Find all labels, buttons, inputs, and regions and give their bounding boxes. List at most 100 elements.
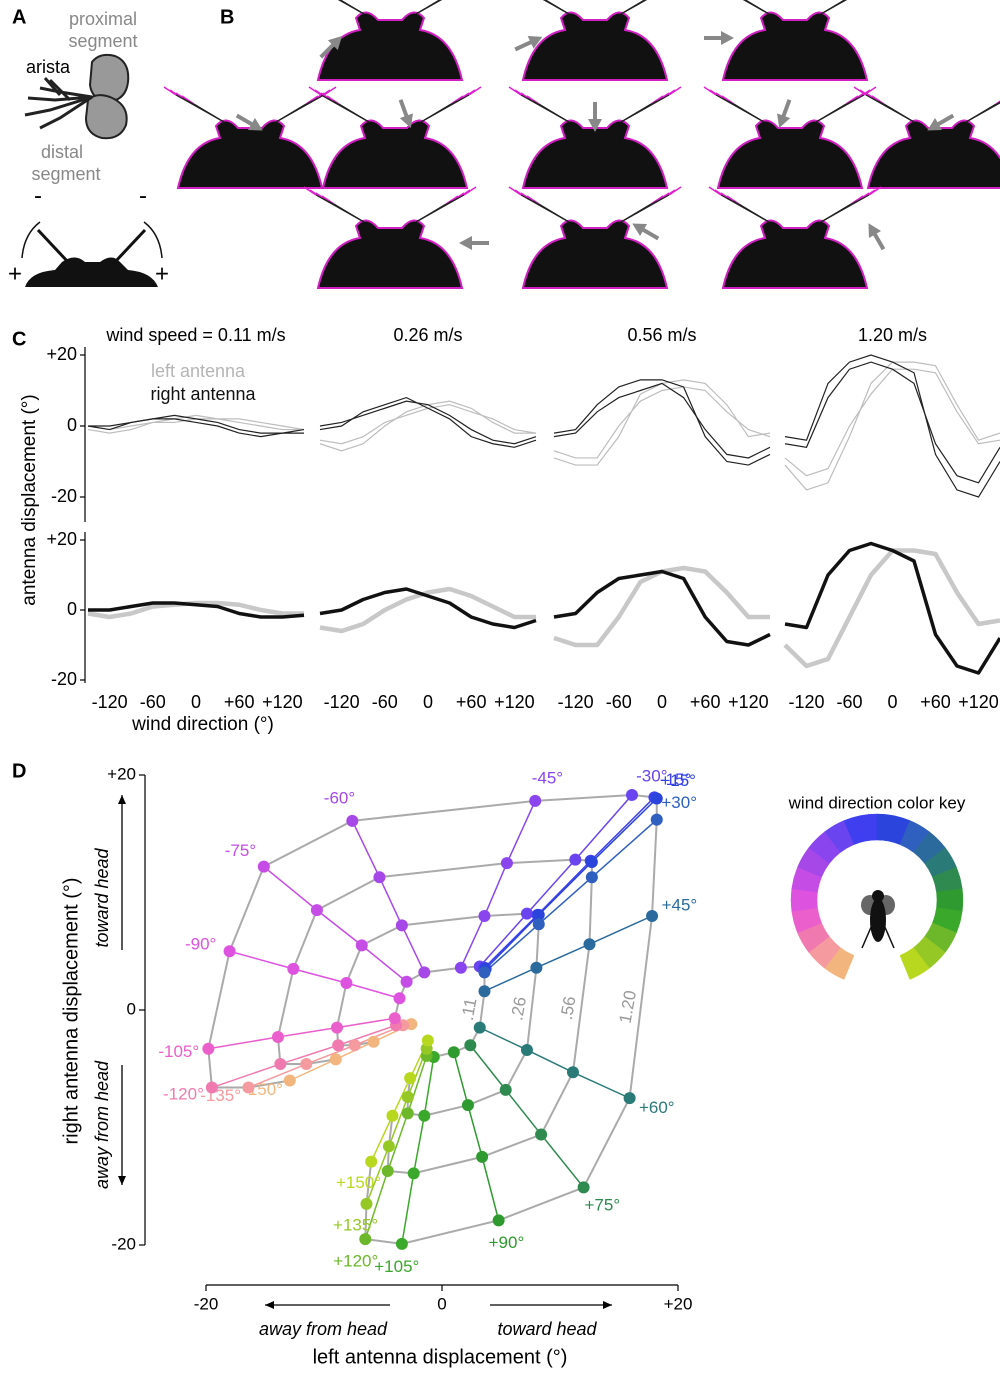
trace-line <box>319 404 537 445</box>
arista <box>420 94 470 123</box>
x-tick-label: -60 <box>372 692 398 712</box>
photo <box>163 86 337 189</box>
y-tick-label: 0 <box>127 999 136 1018</box>
x-tick-label: -120 <box>788 692 824 712</box>
annotation: proximal <box>69 9 137 29</box>
arista <box>620 0 647 15</box>
arista <box>715 94 765 123</box>
arista <box>338 0 365 15</box>
mean-line <box>88 601 305 619</box>
sign-label: + <box>8 260 22 287</box>
y-tick-label: +20 <box>46 344 77 364</box>
direction-label: +105° <box>374 1257 419 1276</box>
photo <box>508 86 682 189</box>
wind-arrowhead <box>247 117 263 131</box>
data-point <box>418 1109 431 1122</box>
wind-arrowhead <box>632 223 648 237</box>
legend: left antenna right antenna <box>150 361 256 404</box>
x-tick-label: +20 <box>664 1294 693 1313</box>
mean-line <box>553 565 770 648</box>
direction-label: +135° <box>333 1216 378 1235</box>
head <box>721 219 869 289</box>
data-point <box>476 1150 489 1163</box>
arista-tip <box>163 86 177 96</box>
direction-label: -75° <box>225 841 256 860</box>
head <box>716 119 864 189</box>
sign-label: + <box>155 260 169 287</box>
data-point <box>242 1081 255 1094</box>
head <box>521 219 669 289</box>
data-point <box>381 1164 394 1177</box>
data-point <box>529 794 542 807</box>
antenna-diagram <box>24 53 130 140</box>
wind-arrow <box>398 99 410 120</box>
wind-arrowhead <box>399 113 413 128</box>
data-point <box>535 1128 548 1141</box>
trace-line <box>87 418 305 438</box>
data-point <box>283 1074 296 1087</box>
data-point <box>346 814 359 827</box>
data-point <box>400 975 413 988</box>
data-point <box>329 1053 342 1066</box>
data-point <box>365 1155 378 1168</box>
x-axis-label: wind direction (°) <box>131 714 274 735</box>
chart-title: wind speed = 0.11 m/s <box>105 325 285 345</box>
data-point <box>348 1039 361 1052</box>
direction-line <box>483 796 655 969</box>
data-point <box>461 1099 474 1112</box>
x-tick-label: 0 <box>191 692 201 712</box>
data-point <box>492 1214 505 1227</box>
data-point <box>386 1109 399 1122</box>
photo <box>521 0 669 81</box>
photo <box>721 0 869 81</box>
arista <box>815 94 865 123</box>
data-point <box>447 1046 460 1059</box>
data-point <box>393 992 406 1005</box>
direction-line <box>248 1024 404 1089</box>
arista <box>620 0 648 15</box>
arista <box>620 194 670 223</box>
data-point <box>418 966 431 979</box>
data-point <box>332 1039 345 1052</box>
arista <box>720 194 770 223</box>
panel-label: C <box>12 328 26 350</box>
panel-label: D <box>12 760 26 782</box>
x-tick-label: +120 <box>728 692 769 712</box>
x-tick-label: -20 <box>194 1294 219 1313</box>
data-point <box>407 1167 420 1180</box>
data-point <box>373 871 386 884</box>
arista-tip <box>308 86 322 96</box>
color-key-wedge <box>790 888 818 912</box>
wind-arrowhead <box>721 31 734 45</box>
arista-tip <box>303 186 317 196</box>
photo <box>853 86 1000 189</box>
mean-line <box>553 569 771 647</box>
data-point <box>530 961 543 974</box>
arista <box>415 194 465 223</box>
arista-tip <box>508 186 522 196</box>
data-point <box>404 1072 417 1085</box>
x-annotation: toward head <box>497 1319 597 1339</box>
direction-line <box>351 820 425 973</box>
arista-tip <box>668 86 682 96</box>
direction-label: -105° <box>158 1042 199 1061</box>
arista <box>175 94 225 123</box>
direction-line <box>484 915 653 992</box>
direction-line <box>483 819 658 973</box>
color-key-wedge <box>899 947 930 980</box>
direction-line <box>469 1044 585 1188</box>
arista <box>965 102 1000 123</box>
arista <box>742 0 770 15</box>
annotation: segment <box>31 164 100 184</box>
data-point <box>202 1042 215 1055</box>
data-point <box>401 1107 414 1120</box>
data-point <box>271 1031 284 1044</box>
y-axis-label: antenna displacement (°) <box>19 394 40 605</box>
data-point <box>274 1058 287 1071</box>
arista-tip <box>703 86 717 96</box>
data-point <box>310 904 323 917</box>
photo <box>708 186 882 289</box>
data-point <box>625 788 638 801</box>
data-point <box>223 945 236 958</box>
wind-arrowhead <box>527 35 543 49</box>
